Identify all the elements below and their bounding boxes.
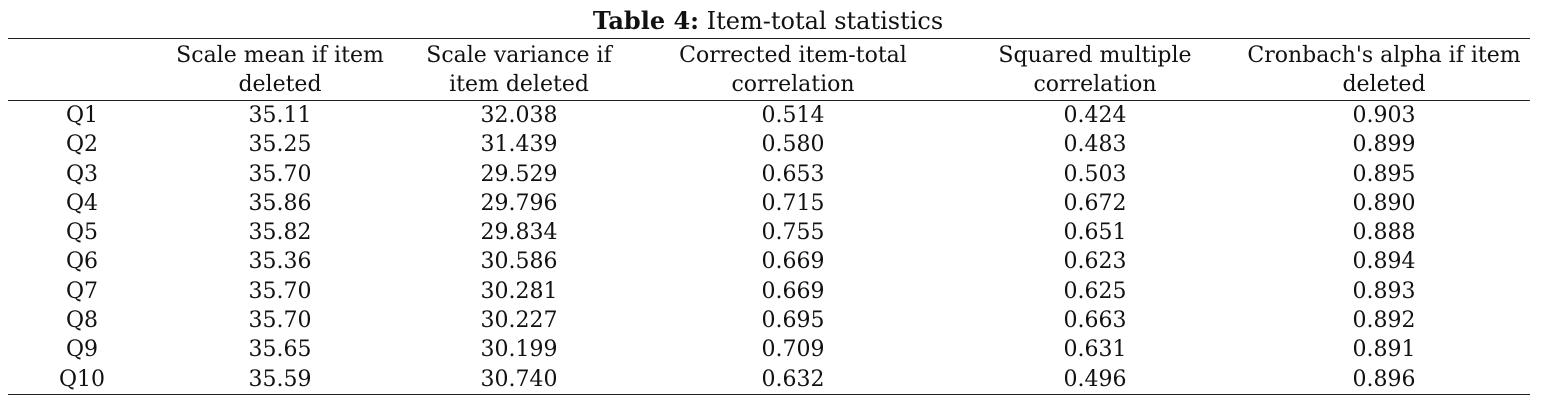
item-cell: Q3 [65, 161, 99, 187]
corrected-correlation-cell: 0.715 [761, 190, 825, 216]
scale-variance-cell: 30.281 [480, 278, 558, 304]
scale-mean-cell: 35.25 [248, 132, 312, 158]
scale-variance-cell: 31.439 [480, 132, 558, 158]
squared-multiple-correlation-cell: 0.631 [1063, 337, 1127, 363]
corrected-correlation-cell: 0.514 [761, 103, 825, 128]
cronbach-alpha-cell: 0.893 [1352, 278, 1416, 304]
item-cell: Q8 [65, 308, 99, 334]
cronbach-alpha-cell: 0.892 [1352, 308, 1416, 334]
cronbach-alpha-cell: 0.891 [1352, 337, 1416, 363]
corrected-correlation-cell: 0.580 [761, 132, 825, 158]
scale-variance-cell: 30.199 [480, 337, 558, 363]
header-scale-mean: Scale mean if item deleted [176, 43, 384, 97]
cronbach-alpha-cell: 0.890 [1352, 190, 1416, 216]
corrected-correlation-cell: 0.632 [761, 366, 825, 392]
squared-multiple-correlation-cell: 0.483 [1063, 132, 1127, 158]
table-row: Q4 35.86 29.796 0.715 0.672 0.890 [8, 189, 1530, 218]
scale-mean-cell: 35.70 [248, 308, 312, 334]
squared-multiple-correlation-cell: 0.663 [1063, 308, 1127, 334]
scale-variance-cell: 30.740 [480, 366, 558, 392]
table-row: Q2 35.25 31.439 0.580 0.483 0.899 [8, 130, 1530, 159]
table-caption: Table 4: Item-total statistics [0, 6, 1536, 36]
squared-multiple-correlation-cell: 0.625 [1063, 278, 1127, 304]
table-row: Q5 35.82 29.834 0.755 0.651 0.888 [8, 218, 1530, 247]
squared-multiple-correlation-cell: 0.672 [1063, 190, 1127, 216]
table-row: Q1 35.11 32.038 0.514 0.424 0.903 [8, 101, 1530, 131]
item-cell: Q6 [65, 249, 99, 275]
scale-variance-cell: 30.586 [480, 249, 558, 275]
squared-multiple-correlation-cell: 0.424 [1063, 103, 1127, 128]
scale-variance-cell: 29.834 [480, 220, 558, 246]
header-cronbach-alpha: Cronbach's alpha if item deleted [1247, 43, 1521, 97]
corrected-correlation-cell: 0.653 [761, 161, 825, 187]
table-caption-label: Table 4: [592, 6, 700, 35]
header-item [8, 39, 156, 101]
table-caption-title: Item-total statistics [706, 7, 944, 35]
table-row: Q8 35.70 30.227 0.695 0.663 0.892 [8, 306, 1530, 335]
table-header-row: Scale mean if item deleted Scale varianc… [8, 38, 1530, 101]
cronbach-alpha-cell: 0.894 [1352, 249, 1416, 275]
item-cell: Q2 [65, 132, 99, 158]
header-squared-multiple-correlation: Squared multiple correlation [998, 43, 1192, 97]
header-corrected-correlation: Corrected item-total correlation [679, 43, 907, 97]
corrected-correlation-cell: 0.755 [761, 220, 825, 246]
cronbach-alpha-cell: 0.899 [1352, 132, 1416, 158]
corrected-correlation-cell: 0.709 [761, 337, 825, 363]
scale-variance-cell: 29.796 [480, 190, 558, 216]
scale-mean-cell: 35.70 [248, 278, 312, 304]
item-cell: Q10 [58, 366, 106, 392]
scale-variance-cell: 30.227 [480, 308, 558, 334]
item-cell: Q5 [65, 220, 99, 246]
table-row: Q10 35.59 30.740 0.632 0.496 0.896 [8, 365, 1530, 395]
cronbach-alpha-cell: 0.895 [1352, 161, 1416, 187]
scale-mean-cell: 35.70 [248, 161, 312, 187]
scale-mean-cell: 35.36 [248, 249, 312, 275]
table-row: Q3 35.70 29.529 0.653 0.503 0.895 [8, 160, 1530, 189]
scale-mean-cell: 35.82 [248, 220, 312, 246]
cronbach-alpha-cell: 0.903 [1352, 103, 1416, 128]
scale-mean-cell: 35.59 [248, 366, 312, 392]
cronbach-alpha-cell: 0.888 [1352, 220, 1416, 246]
table-row: Q9 35.65 30.199 0.709 0.631 0.891 [8, 335, 1530, 364]
squared-multiple-correlation-cell: 0.623 [1063, 249, 1127, 275]
table-row: Q7 35.70 30.281 0.669 0.625 0.893 [8, 277, 1530, 306]
squared-multiple-correlation-cell: 0.503 [1063, 161, 1127, 187]
item-cell: Q4 [65, 190, 99, 216]
header-scale-variance: Scale variance if item deleted [426, 43, 612, 97]
item-cell: Q9 [65, 337, 99, 363]
cronbach-alpha-cell: 0.896 [1352, 366, 1416, 392]
scale-mean-cell: 35.11 [248, 103, 312, 128]
scale-variance-cell: 29.529 [480, 161, 558, 187]
corrected-correlation-cell: 0.669 [761, 278, 825, 304]
scale-variance-cell: 32.038 [480, 103, 558, 128]
scale-mean-cell: 35.65 [248, 337, 312, 363]
item-total-statistics-table: Scale mean if item deleted Scale varianc… [8, 38, 1530, 395]
squared-multiple-correlation-cell: 0.496 [1063, 366, 1127, 392]
squared-multiple-correlation-cell: 0.651 [1063, 220, 1127, 246]
item-cell: Q1 [65, 103, 99, 128]
scale-mean-cell: 35.86 [248, 190, 312, 216]
table-row: Q6 35.36 30.586 0.669 0.623 0.894 [8, 247, 1530, 276]
corrected-correlation-cell: 0.695 [761, 308, 825, 334]
item-cell: Q7 [65, 278, 99, 304]
corrected-correlation-cell: 0.669 [761, 249, 825, 275]
